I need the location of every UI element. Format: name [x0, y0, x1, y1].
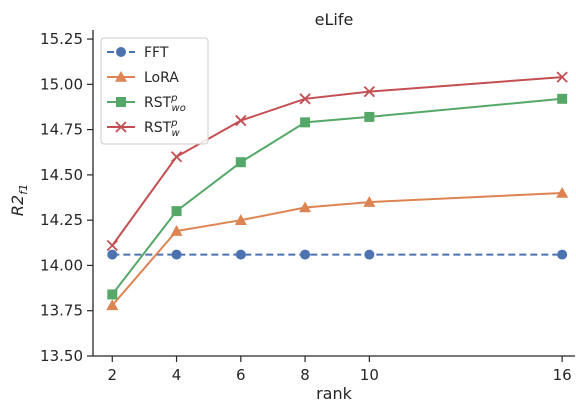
series-line — [111, 192, 563, 306]
data-point — [557, 249, 568, 260]
data-point — [299, 201, 312, 213]
series-1 — [106, 187, 569, 311]
data-point — [170, 225, 183, 236]
data-point — [170, 151, 183, 163]
series-line — [111, 97, 563, 296]
data-point — [556, 187, 569, 198]
x-axis-label: rank — [316, 384, 353, 403]
data-point — [299, 93, 311, 105]
y-tick-label: 14.00 — [40, 256, 83, 274]
legend-label: LoRA — [144, 70, 179, 86]
legend: FFT LoRA RSTp wo RSTp w — [100, 37, 209, 145]
y-axis-label: R2f1 — [8, 184, 30, 216]
y-tick-label: 15.00 — [40, 75, 83, 93]
legend-label: RSTp w — [144, 118, 181, 139]
legend-marker — [116, 47, 126, 57]
data-point — [106, 239, 118, 252]
y-tick-label: 13.75 — [40, 302, 83, 320]
data-point — [556, 71, 568, 83]
data-point — [363, 196, 376, 207]
x-tick-label: 2 — [108, 366, 118, 384]
y-tick-label: 14.25 — [40, 211, 83, 229]
chart-title: eLife — [315, 10, 354, 29]
x-tick-label: 10 — [360, 366, 379, 384]
data-point — [171, 249, 182, 260]
data-point — [234, 214, 247, 225]
x-ticks: 2 4 6 8 10 16 — [108, 356, 572, 384]
data-point — [107, 289, 118, 300]
legend-marker — [115, 121, 127, 133]
data-point — [106, 299, 119, 311]
series-0 — [107, 249, 568, 260]
x-tick-label: 4 — [172, 366, 182, 384]
data-point — [171, 206, 182, 217]
data-point — [364, 111, 375, 122]
y-ticks: 13.50 13.75 14.00 14.25 14.50 14.75 15.00 15.25 — [40, 30, 93, 365]
y-tick-label: 14.75 — [40, 121, 83, 139]
y-tick-label: 14.50 — [40, 166, 83, 184]
data-point — [363, 85, 375, 98]
legend-label: RSTp wo — [144, 93, 186, 114]
data-point — [300, 249, 311, 260]
data-point — [300, 117, 311, 128]
series-line — [111, 76, 563, 247]
data-point — [235, 114, 247, 127]
data-point — [364, 249, 375, 260]
series-3 — [106, 71, 568, 252]
legend-marker — [116, 97, 126, 107]
y-tick-label: 13.50 — [40, 347, 83, 365]
x-tick-label: 16 — [553, 366, 572, 384]
series-2 — [107, 93, 568, 300]
legend-frame — [100, 37, 209, 145]
data-point — [557, 93, 568, 104]
y-tick-label: 15.25 — [40, 30, 83, 48]
x-tick-label: 8 — [300, 366, 310, 384]
data-point — [107, 249, 118, 260]
data-point — [235, 249, 246, 260]
data-point — [235, 157, 246, 168]
legend-label: FFT — [144, 45, 169, 61]
legend-marker — [115, 71, 127, 82]
series-layer — [106, 71, 569, 311]
x-tick-label: 6 — [236, 366, 246, 384]
